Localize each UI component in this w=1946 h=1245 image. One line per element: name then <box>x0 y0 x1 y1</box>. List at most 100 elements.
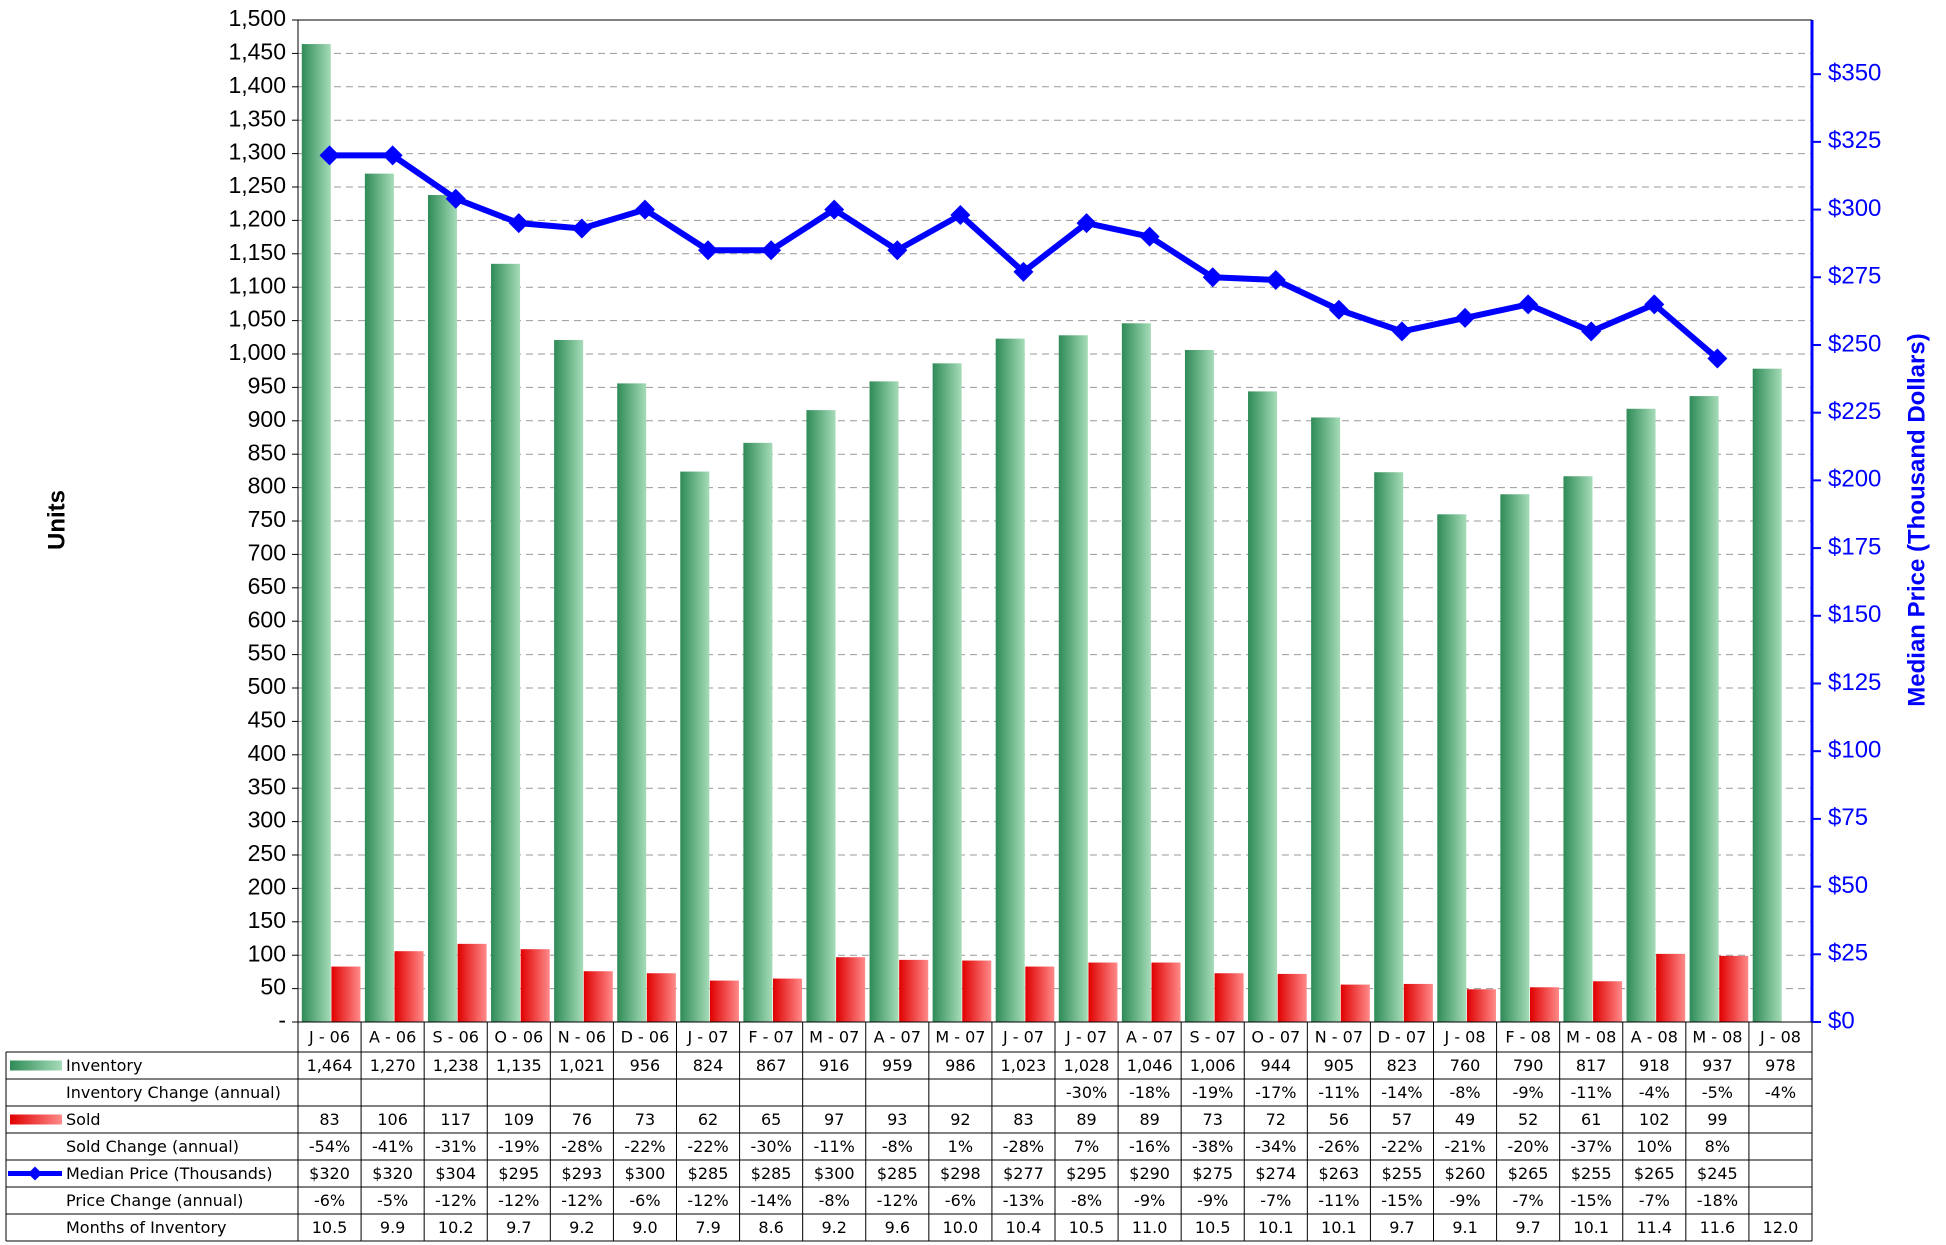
bar <box>1656 953 1686 1022</box>
legend-swatch <box>10 1114 62 1125</box>
price-marker <box>1518 294 1539 315</box>
table-cell: 986 <box>945 1056 976 1075</box>
table-cell: 10.1 <box>1321 1218 1357 1237</box>
bar <box>1403 983 1433 1022</box>
y2-tick-label: $300 <box>1828 195 1881 222</box>
x-tick-label: J - 07 <box>687 1028 729 1047</box>
table-row-label: Sold <box>66 1110 101 1129</box>
price-marker <box>1328 299 1349 320</box>
price-marker <box>1581 321 1602 342</box>
x-tick-label: M - 08 <box>1566 1028 1616 1047</box>
x-tick-label: S - 06 <box>432 1028 478 1047</box>
table-cell: 790 <box>1513 1056 1544 1075</box>
price-marker <box>634 199 655 220</box>
table-cell: 89 <box>1139 1110 1159 1129</box>
price-marker <box>1707 348 1728 369</box>
y2-tick-label: $250 <box>1828 330 1881 357</box>
y-tick-label: 1,100 <box>228 272 286 298</box>
table-cell: 7% <box>1074 1137 1099 1156</box>
table-cell: $285 <box>688 1164 729 1183</box>
x-tick-label: O - 06 <box>494 1028 543 1047</box>
table-cell: 9.2 <box>569 1218 594 1237</box>
bar <box>331 966 361 1022</box>
x-tick-label: N - 06 <box>558 1028 606 1047</box>
table-cell: -41% <box>372 1137 413 1156</box>
table-cell: -12% <box>687 1191 728 1210</box>
price-marker <box>1265 269 1286 290</box>
table-cell: $320 <box>309 1164 350 1183</box>
table-cell: -30% <box>750 1137 791 1156</box>
y-tick-label: 1,300 <box>228 139 286 165</box>
table-cell: -5% <box>1702 1083 1733 1102</box>
table-cell: 73 <box>1203 1110 1223 1129</box>
table-cell: -8% <box>819 1191 850 1210</box>
table-cell: 824 <box>693 1056 724 1075</box>
bar <box>1121 323 1151 1023</box>
table-cell: 1,028 <box>1064 1056 1110 1075</box>
table-cell: -34% <box>1255 1137 1296 1156</box>
y-tick-label: 1,400 <box>228 72 286 98</box>
y-tick-label: 850 <box>248 439 286 465</box>
price-marker <box>1202 267 1223 288</box>
table-cell: $293 <box>562 1164 603 1183</box>
table-cell: 102 <box>1639 1110 1670 1129</box>
y-tick-label: 700 <box>248 539 286 565</box>
table-cell: 867 <box>756 1056 787 1075</box>
table-cell: -22% <box>687 1137 728 1156</box>
price-marker <box>1644 294 1665 315</box>
price-marker <box>1013 261 1034 282</box>
y-tick-label: 1,050 <box>228 306 286 332</box>
table-cell: 11.4 <box>1636 1218 1672 1237</box>
y2-tick-label: $150 <box>1828 601 1881 628</box>
y-axis-title: Units <box>43 490 70 550</box>
table-cell: $285 <box>751 1164 792 1183</box>
table-cell: -9% <box>1197 1191 1228 1210</box>
y2-tick-label: $325 <box>1828 127 1881 154</box>
price-marker <box>1455 307 1476 328</box>
price-line <box>329 152 1720 361</box>
x-tick-label: A - 08 <box>1631 1028 1678 1047</box>
bar <box>773 978 803 1022</box>
table-cell: 1,006 <box>1190 1056 1236 1075</box>
table-cell: -13% <box>1003 1191 1044 1210</box>
table-cell: 7.9 <box>695 1218 720 1237</box>
x-tick-label: J - 07 <box>1002 1028 1044 1047</box>
y-tick-label: 1,500 <box>228 5 286 31</box>
price-marker <box>445 188 466 209</box>
table-cell: 99 <box>1707 1110 1727 1129</box>
table-cell: -8% <box>1449 1083 1480 1102</box>
bar <box>1437 514 1467 1022</box>
table-cell: 11.6 <box>1700 1218 1736 1237</box>
y-tick-label: 150 <box>248 907 286 933</box>
table-cell: 93 <box>887 1110 907 1129</box>
bar <box>1563 476 1593 1022</box>
table-cell: -7% <box>1260 1191 1291 1210</box>
table-cell: 10.2 <box>438 1218 474 1237</box>
table-cell: -9% <box>1449 1191 1480 1210</box>
table-cell: $255 <box>1382 1164 1423 1183</box>
y-tick-label: 800 <box>248 473 286 499</box>
table-cell: -20% <box>1507 1137 1548 1156</box>
table-cell: -28% <box>561 1137 602 1156</box>
table-cell: -7% <box>1639 1191 1670 1210</box>
bar <box>1184 349 1214 1022</box>
bar <box>680 471 710 1022</box>
table-cell: -4% <box>1765 1083 1796 1102</box>
table-cell: 56 <box>1329 1110 1349 1129</box>
table-cell: -37% <box>1571 1137 1612 1156</box>
bar <box>1058 335 1088 1022</box>
bar <box>554 339 584 1022</box>
price-marker <box>761 240 782 261</box>
table-cell: 10.1 <box>1258 1218 1294 1237</box>
bar <box>1088 962 1118 1022</box>
table-cell: 9.7 <box>1515 1218 1540 1237</box>
table-row-label: Median Price (Thousands) <box>66 1164 273 1183</box>
y-tick-label: 1,200 <box>228 205 286 231</box>
y-tick-label: 950 <box>248 372 286 398</box>
price-marker <box>698 240 719 261</box>
table-cell: -11% <box>1318 1191 1359 1210</box>
table-cell: 817 <box>1576 1056 1607 1075</box>
table-cell: $298 <box>940 1164 981 1183</box>
y2-tick-label: $225 <box>1828 398 1881 425</box>
table-cell: -12% <box>561 1191 602 1210</box>
